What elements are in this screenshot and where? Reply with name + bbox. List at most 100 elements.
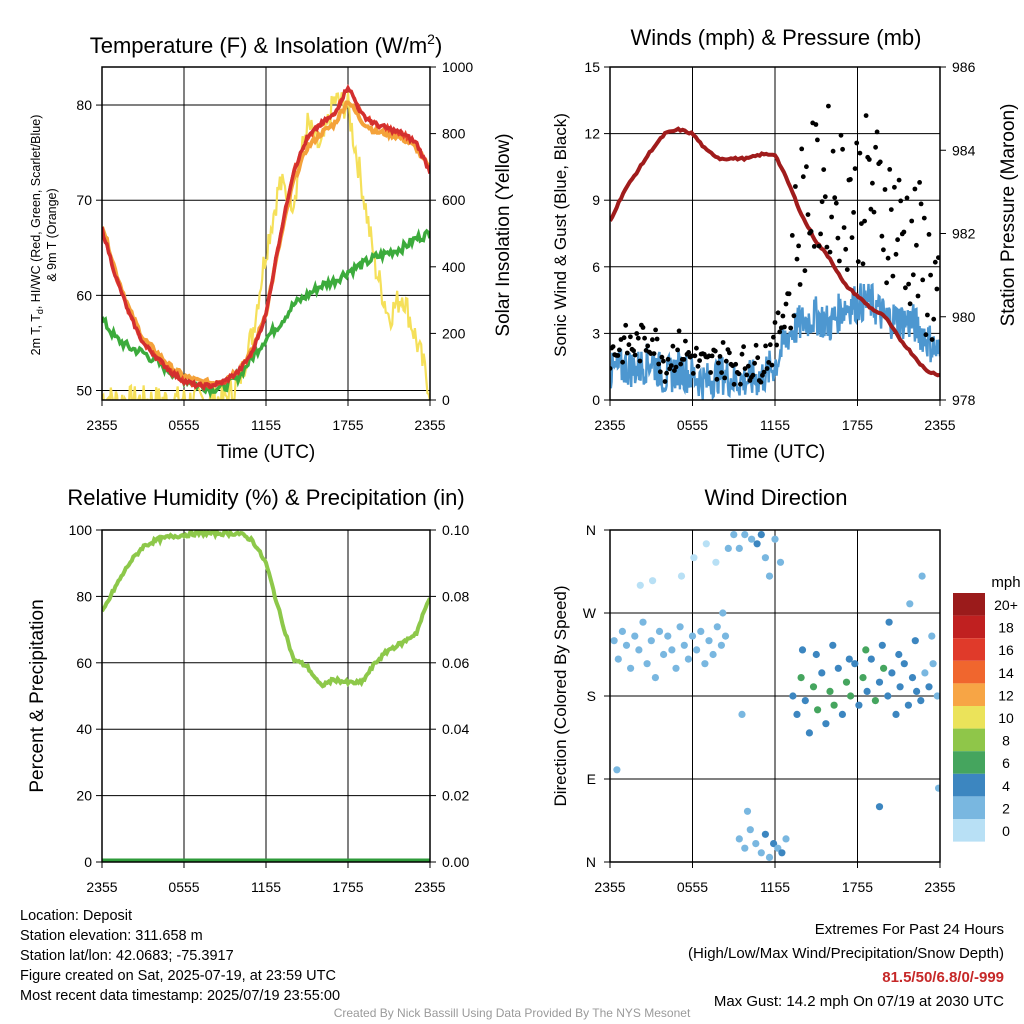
wind-direction-axis-ticks: N E S W N 2355 0555 1155 1755 2355: [583, 522, 956, 895]
gust-point: [868, 206, 874, 212]
gust-point: [731, 381, 737, 387]
colorbar-label: 6: [1002, 755, 1010, 771]
wind-direction-point: [709, 650, 717, 659]
wind-direction-point: [680, 641, 688, 649]
humidity-title: Relative Humidity (%) & Precipitation (i…: [67, 485, 464, 510]
y-tick-label-right: 800: [442, 126, 466, 142]
wind-direction-point: [771, 535, 779, 543]
gust-point: [712, 348, 718, 354]
x-tick-label: 0555: [168, 417, 199, 433]
colorbar-label: 2: [1002, 800, 1010, 816]
humidity-grid: [102, 529, 430, 863]
humidity-lines: [102, 530, 430, 862]
pressure-y-label-right: Station Pressure (Maroon): [998, 104, 1019, 327]
figure-created: Figure created on Sat, 2025-07-19, at 23…: [20, 968, 336, 984]
colorbar-swatch: [953, 751, 985, 774]
gust-point: [910, 272, 916, 278]
wind-direction-point: [928, 632, 936, 640]
gust-point: [789, 233, 795, 238]
direction-tick-label: N: [586, 854, 596, 870]
wind-direction-point: [906, 600, 914, 608]
wind-x-label: Time (UTC): [727, 442, 826, 463]
gust-point: [909, 218, 915, 224]
gust-point: [761, 369, 767, 375]
wind-direction-point: [748, 535, 756, 543]
gust-point: [717, 354, 723, 359]
gust-point: [752, 360, 757, 366]
colorbar-label: 4: [1002, 778, 1010, 794]
temperature-line: [102, 84, 430, 392]
wind-direction-point: [888, 669, 896, 677]
station-location: Location: Deposit: [20, 908, 133, 924]
x-tick-label: 1155: [760, 879, 790, 895]
gust-point: [683, 338, 688, 344]
wind-direction-point: [867, 655, 875, 663]
wind-direction-point: [631, 632, 639, 640]
gust-point: [777, 329, 783, 335]
colorbar-swatch: [953, 638, 985, 661]
gust-point: [928, 272, 933, 278]
wind-direction-point: [765, 572, 774, 580]
gust-point: [665, 356, 671, 362]
gust-point: [767, 342, 773, 348]
wind-direction-point: [809, 683, 818, 691]
wind-direction-point: [776, 558, 785, 566]
y-tick-label: 70: [76, 192, 92, 208]
wind-direction-point: [655, 627, 664, 636]
wind-direction-point: [900, 660, 908, 668]
gust-point: [862, 218, 867, 224]
gust-point: [840, 146, 845, 152]
gust-point: [914, 242, 919, 248]
gust-point: [934, 286, 940, 292]
gust-point: [879, 233, 885, 239]
wind-direction-point: [863, 687, 871, 696]
colorbar-swatch: [953, 796, 985, 819]
wind-direction-point: [778, 849, 786, 857]
wind-direction-point: [826, 687, 834, 696]
y-tick-label: 9: [592, 192, 600, 208]
gust-point: [816, 243, 822, 249]
colorbar-label: 20+: [994, 597, 1018, 613]
wind-direction-point: [793, 710, 801, 719]
gust-point: [745, 363, 751, 369]
wind-direction-point: [798, 646, 807, 654]
gust-point: [733, 361, 739, 367]
direction-tick-label: E: [587, 771, 596, 787]
extremes-info: Extremes For Past 24 Hours (High/Low/Max…: [688, 918, 1004, 1014]
gust-point: [617, 347, 622, 353]
gust-point: [837, 258, 842, 264]
gust-point: [885, 255, 891, 261]
wind-direction-point: [862, 646, 870, 654]
gust-point: [739, 351, 745, 357]
station-elevation: Station elevation: 311.658 m: [20, 928, 203, 944]
y-tick-label-right: 0.02: [442, 788, 469, 804]
gust-point: [714, 376, 720, 382]
x-tick-label: 1155: [760, 417, 790, 433]
gust-point: [882, 187, 888, 192]
gust-point: [925, 312, 930, 318]
wind-direction-point: [925, 683, 933, 691]
gust-point: [799, 146, 805, 152]
gust-point: [738, 381, 743, 387]
wind-direction-point: [684, 655, 693, 663]
gust-point: [854, 140, 860, 146]
colorbar-label: 14: [998, 665, 1014, 681]
gust-point: [791, 313, 797, 319]
gust-point: [833, 200, 839, 206]
wind-direction-point: [635, 646, 643, 654]
gust-point: [626, 342, 632, 348]
colorbar-label: 8: [1002, 733, 1010, 749]
gust-point: [659, 354, 665, 360]
speed-legend-title: mph: [991, 574, 1020, 591]
y-tick-label: 60: [76, 655, 92, 671]
wind-direction-points: [610, 531, 940, 862]
wind-direction-point: [636, 581, 644, 589]
y-tick-label-right: 0.00: [442, 854, 469, 870]
gust-point: [857, 150, 863, 156]
x-tick-label: 1755: [332, 417, 363, 433]
colorbar-swatch: [953, 819, 985, 842]
insolation-y-label-right: Solar Insolation (Yellow): [493, 133, 514, 336]
gust-point: [813, 122, 819, 127]
wind-direction-point: [613, 766, 621, 774]
wind-direction-point: [805, 729, 814, 737]
